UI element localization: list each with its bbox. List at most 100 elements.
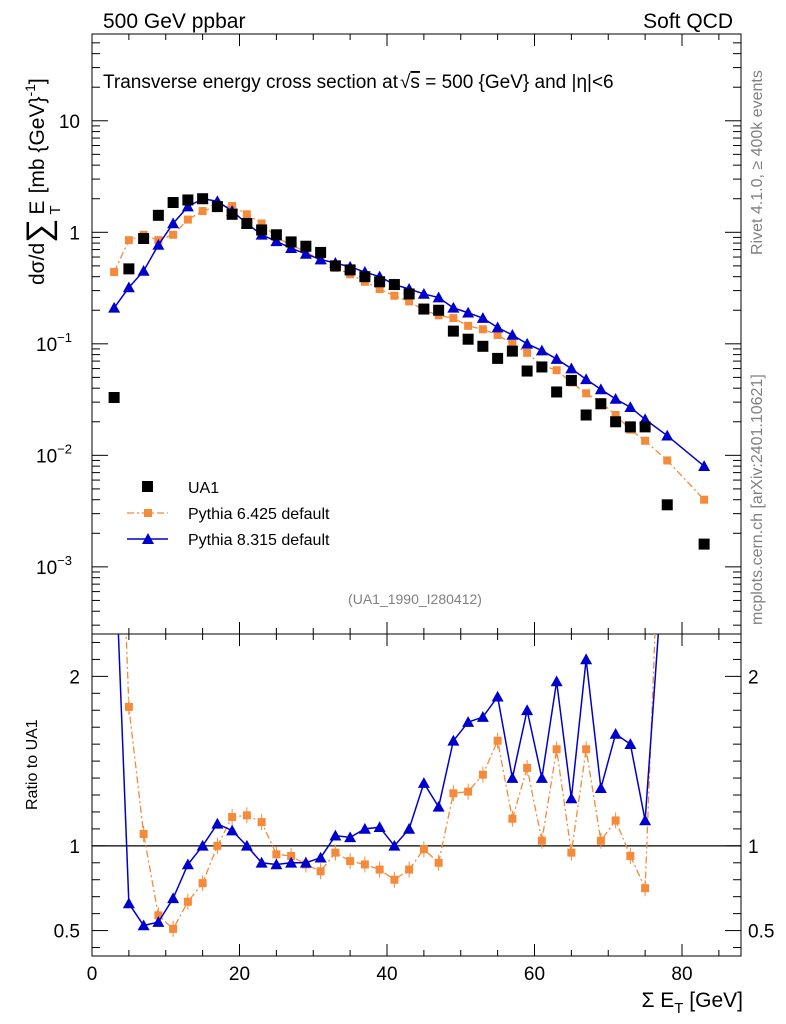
ua1-point [211,201,223,213]
pythia6-point [405,297,414,306]
pythia8-ratio-point [580,653,593,665]
pythia8-point [181,200,194,212]
pythia8-ratio-point [403,822,416,834]
pythia6-ratio-point [331,848,340,857]
pythia8-ratio-point [594,782,607,794]
ua1-point [270,229,282,241]
pythia8-ratio-point [255,856,268,868]
svg-text:dσ/d∑ET[mb {GeV}-1]: dσ/d∑ET[mb {GeV}-1] [20,78,64,285]
pythia6-ratio-point [124,702,133,711]
pythia6-ratio-point [582,745,591,754]
pythia8-point [491,321,504,333]
pythia6-point [552,366,561,375]
data-marks [108,192,711,937]
ratio-plot-frame [91,633,742,957]
pythia8-ratio-point [358,822,371,834]
pythia8-ratio-point [521,704,534,716]
pythia8-ratio-point [240,839,253,851]
pythia6-ratio-point [537,836,546,845]
pythia8-point [285,242,298,254]
pythia6-ratio-point [567,848,576,857]
pythia8-ratio-point [550,675,563,687]
y-tick-label: 10−3 [36,553,72,579]
x-tick-label: 0 [87,964,98,985]
pythia8-ratio-point [698,331,710,342]
pythia6-ratio-point [390,875,399,884]
pythia6-ratio-point [316,867,325,876]
pythia8-ratio-point [344,831,357,843]
ua1-point [226,208,238,220]
pythia8-ratio-point [226,824,239,836]
pythia6-point [641,436,650,445]
ua1-point [152,209,164,221]
ua1-point [661,499,673,511]
pythia6-ratio-line [125,634,656,930]
ua1-point [315,246,327,258]
pythia6-ratio-point [434,858,443,867]
chart-title: Transverse energy cross section at √s = 5… [103,72,614,93]
pythia6-ratio-point [242,811,251,820]
ua1-point [241,217,253,229]
category-label: Soft QCD [643,10,733,33]
pythia6-line [113,205,705,501]
pythia6-ratio-point [508,814,517,823]
ua1-point [256,224,268,236]
pythia8-ratio-point [639,814,652,826]
pythia6-ratio-point [405,865,414,874]
pythia6-point [449,314,458,323]
ua1-point [536,361,548,373]
pythia8-ratio-point [506,772,519,783]
pythia6-point [508,339,517,348]
ratio-tick-label-right: 1 [748,837,759,858]
pythia6-ratio-point [611,816,620,825]
pythia6-point [375,285,384,294]
ua1-point [698,538,710,550]
ua1-point [182,194,194,206]
pythia8-ratio-point [624,738,637,749]
ua1-point [624,421,636,433]
ua1-point [610,416,622,428]
pythia8-ratio-point [270,858,283,870]
ua1-point [167,197,179,209]
pythia6-ratio-point [641,884,650,893]
legend-marker-pythia6 [144,509,152,517]
pythia8-ratio-point [462,716,475,727]
pythia8-point [535,344,548,356]
ua1-point [403,288,415,300]
pythia6-point [257,219,266,228]
ratio-tick-label-left: 2 [69,667,80,688]
pythia6-ratio-point [419,845,428,854]
pythia6-point [183,215,192,224]
legend-label-ua1: UA1 [188,480,219,497]
pythia8-point [432,291,445,303]
y-tick-label: 10−1 [36,330,72,356]
ua1-point [433,304,445,316]
ua1-point [447,325,459,337]
x-tick-label: 80 [671,964,692,985]
analysis-tag: (UA1_1990_I280412) [348,591,482,607]
pythia6-ratio-point [596,836,605,845]
ua1-point [300,240,312,252]
pythia8-point [137,264,150,276]
ua1-point [285,236,297,248]
pythia8-point [521,337,534,349]
x-tick-label: 60 [524,964,545,985]
ua1-point [344,264,356,276]
pythia8-ratio-point [108,518,120,529]
y-tick-label: 1 [69,223,80,244]
pythia8-ratio-point [122,897,135,909]
pythia8-ratio-point [137,919,150,931]
pythia6-ratio-point [464,787,473,796]
ua1-point [492,352,504,364]
pythia8-point [698,460,711,471]
ratio-tick-label-left: 1 [69,837,80,858]
pythia8-ratio-point [181,858,194,870]
ua1-point [639,421,651,433]
process-label: 500 GeV ppbar [103,10,245,33]
pythia8-ratio-point [609,727,622,739]
pythia8-point [447,301,460,313]
pythia6-ratio-point [626,852,635,861]
ua1-point [388,279,400,291]
ua1-point [108,392,120,404]
pythia6-point [523,348,532,357]
